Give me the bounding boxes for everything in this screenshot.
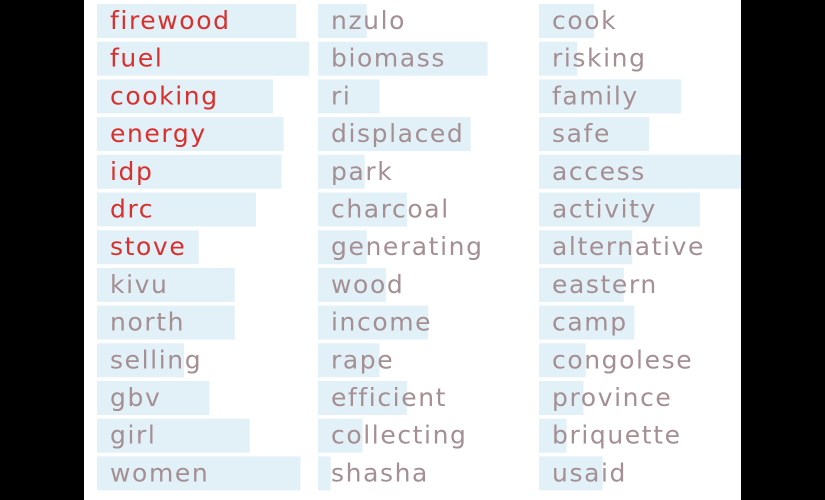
word-label: efficient (331, 383, 447, 412)
word-bar (539, 192, 701, 227)
word-bar (539, 418, 567, 453)
word-bar (97, 154, 282, 189)
word-label: briquette (552, 421, 682, 450)
word-label: eastern (552, 270, 658, 299)
word-label: girl (110, 421, 156, 450)
word-label: fuel (110, 44, 163, 73)
word-bar (318, 418, 363, 453)
word-label: cook (552, 6, 617, 35)
word-label: selling (110, 345, 202, 374)
word-list-panel: firewood fuel cooking energy idp drc stove kivu… (84, 0, 741, 500)
word-bar (97, 418, 250, 453)
word-column-3: cook risking family safe access activity alter… (539, 4, 741, 491)
word-label: north (110, 308, 185, 337)
word-label: alternative (552, 232, 705, 261)
word-bar (97, 41, 309, 76)
word-bar (97, 267, 235, 302)
word-bar (97, 230, 199, 265)
word-bar (97, 456, 301, 491)
word-bar (539, 267, 624, 302)
word-label: camp (552, 308, 628, 337)
word-label: cooking (110, 81, 219, 110)
word-bar (539, 79, 682, 114)
word-label: congolese (552, 345, 693, 374)
word-bar (539, 4, 595, 38)
word-bar (318, 230, 367, 265)
word-bar (97, 192, 256, 227)
word-label: wood (331, 270, 404, 299)
word-bar (97, 381, 210, 415)
word-label: family (552, 81, 639, 110)
word-bar (539, 305, 635, 340)
word-bar (318, 4, 367, 38)
word-bar (539, 154, 741, 189)
word-bar (318, 343, 380, 378)
word-label: generating (331, 232, 484, 261)
word-bar (97, 305, 235, 340)
word-label: safe (552, 119, 611, 148)
word-label: displaced (331, 119, 464, 148)
word-bar (318, 41, 488, 76)
word-bar (539, 230, 633, 265)
word-bar (97, 117, 284, 152)
word-bar (318, 267, 386, 302)
word-label: biomass (331, 44, 446, 73)
word-label: charcoal (331, 195, 450, 224)
word-bar (539, 381, 584, 415)
word-label: shasha (331, 458, 429, 487)
word-column-1: firewood fuel cooking energy idp drc stove kivu… (97, 4, 309, 491)
word-bar (318, 305, 429, 340)
word-label: collecting (331, 421, 468, 450)
word-label: activity (552, 195, 657, 224)
word-bar (97, 79, 273, 114)
word-label: stove (110, 232, 186, 261)
word-label: gbv (110, 383, 161, 412)
word-label: energy (110, 119, 207, 148)
word-bar (318, 381, 408, 415)
word-label: idp (110, 157, 153, 186)
word-label: rape (331, 345, 394, 374)
word-bar (318, 79, 380, 114)
word-bar (97, 4, 297, 38)
word-label: access (552, 157, 646, 186)
word-label: drc (110, 195, 154, 224)
word-label: kivu (110, 270, 168, 299)
word-label: risking (552, 44, 647, 73)
word-label: province (552, 383, 672, 412)
word-label: women (110, 458, 209, 487)
word-label: nzulo (331, 6, 406, 35)
word-bar (539, 117, 650, 152)
word-bar-chart: firewood fuel cooking energy idp drc stove kivu… (97, 4, 741, 491)
word-label: income (331, 308, 432, 337)
word-bar (318, 192, 408, 227)
word-bar (539, 456, 603, 491)
word-bar (97, 343, 184, 378)
word-bar (318, 117, 471, 152)
word-label: park (331, 157, 393, 186)
word-label: firewood (110, 6, 231, 35)
word-bar (318, 456, 331, 491)
word-bar (539, 41, 578, 76)
word-bar (539, 343, 586, 378)
word-bar (318, 154, 365, 189)
word-column-2: nzulo biomass ri displaced park charcoal gener… (318, 4, 488, 491)
word-label: usaid (552, 458, 627, 487)
word-label: ri (331, 81, 351, 110)
